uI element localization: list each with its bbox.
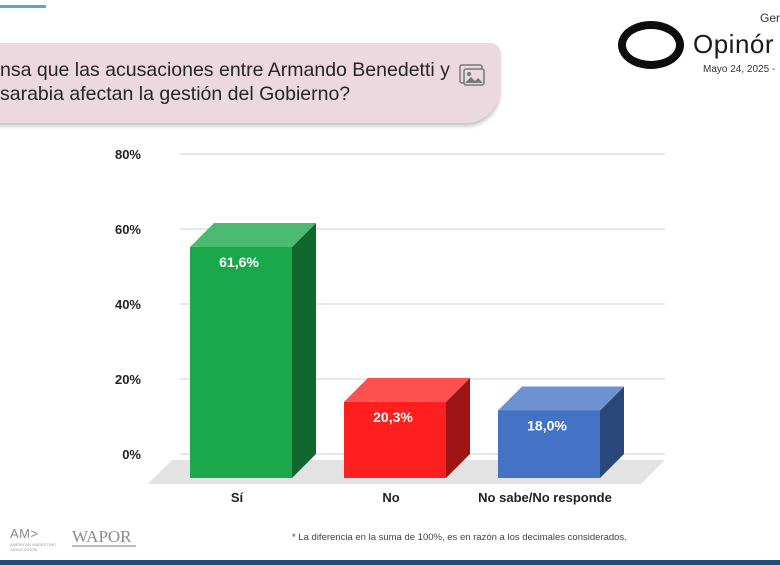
bar-side [292,223,316,478]
bar-value-label: 18,0% [527,418,567,434]
bar-side [446,377,470,478]
bottom-border [0,560,780,565]
wapor-logo-underline [72,545,136,547]
y-tick-label: 80% [115,147,141,162]
footnote: * La diferencia en la suma de 100%, es e… [292,532,627,543]
ama-logo: AM> [10,526,39,541]
y-tick-label: 60% [115,222,141,237]
x-category-label: No sabe/No responde [478,490,612,505]
brand-date: Mayo 24, 2025 - [703,64,776,75]
bar-top [190,223,316,247]
bar [190,247,292,478]
image-icon [459,64,485,86]
ama-logo-subtitle: AMERICAN MARKETING ASSOCIATION [10,542,57,552]
wapor-logo: WAPOR [72,527,132,546]
bar-top [498,386,624,411]
bar-chart: 0% 20% 40% 60% 80% 61,6% Sí 20,3% No 18,0% No sabe… [115,147,665,505]
x-category-label: Sí [231,490,244,505]
bar-value-label: 61,6% [219,254,259,270]
question-text: nsa que las acusaciones entre Armando Be… [0,58,455,106]
bar-top [344,377,470,402]
brand-logo-ring [618,21,684,69]
bar-side [600,386,624,478]
brand-name: Opinór [693,29,775,59]
question-line-1: nsa que las acusaciones entre Armando Be… [0,59,450,81]
bar [344,401,446,478]
y-tick-label: 20% [115,372,141,387]
question-line-2: sarabia afectan la gestión del Gobierno? [0,83,351,105]
bar [498,410,600,478]
top-accent-bar [0,5,46,8]
brand-top-text: Ger [760,11,780,25]
y-tick-label: 40% [115,297,141,312]
bar-value-label: 20,3% [373,409,413,425]
question-banner [0,43,500,123]
y-tick-label: 0% [122,447,141,462]
x-category-label: No [382,490,399,505]
